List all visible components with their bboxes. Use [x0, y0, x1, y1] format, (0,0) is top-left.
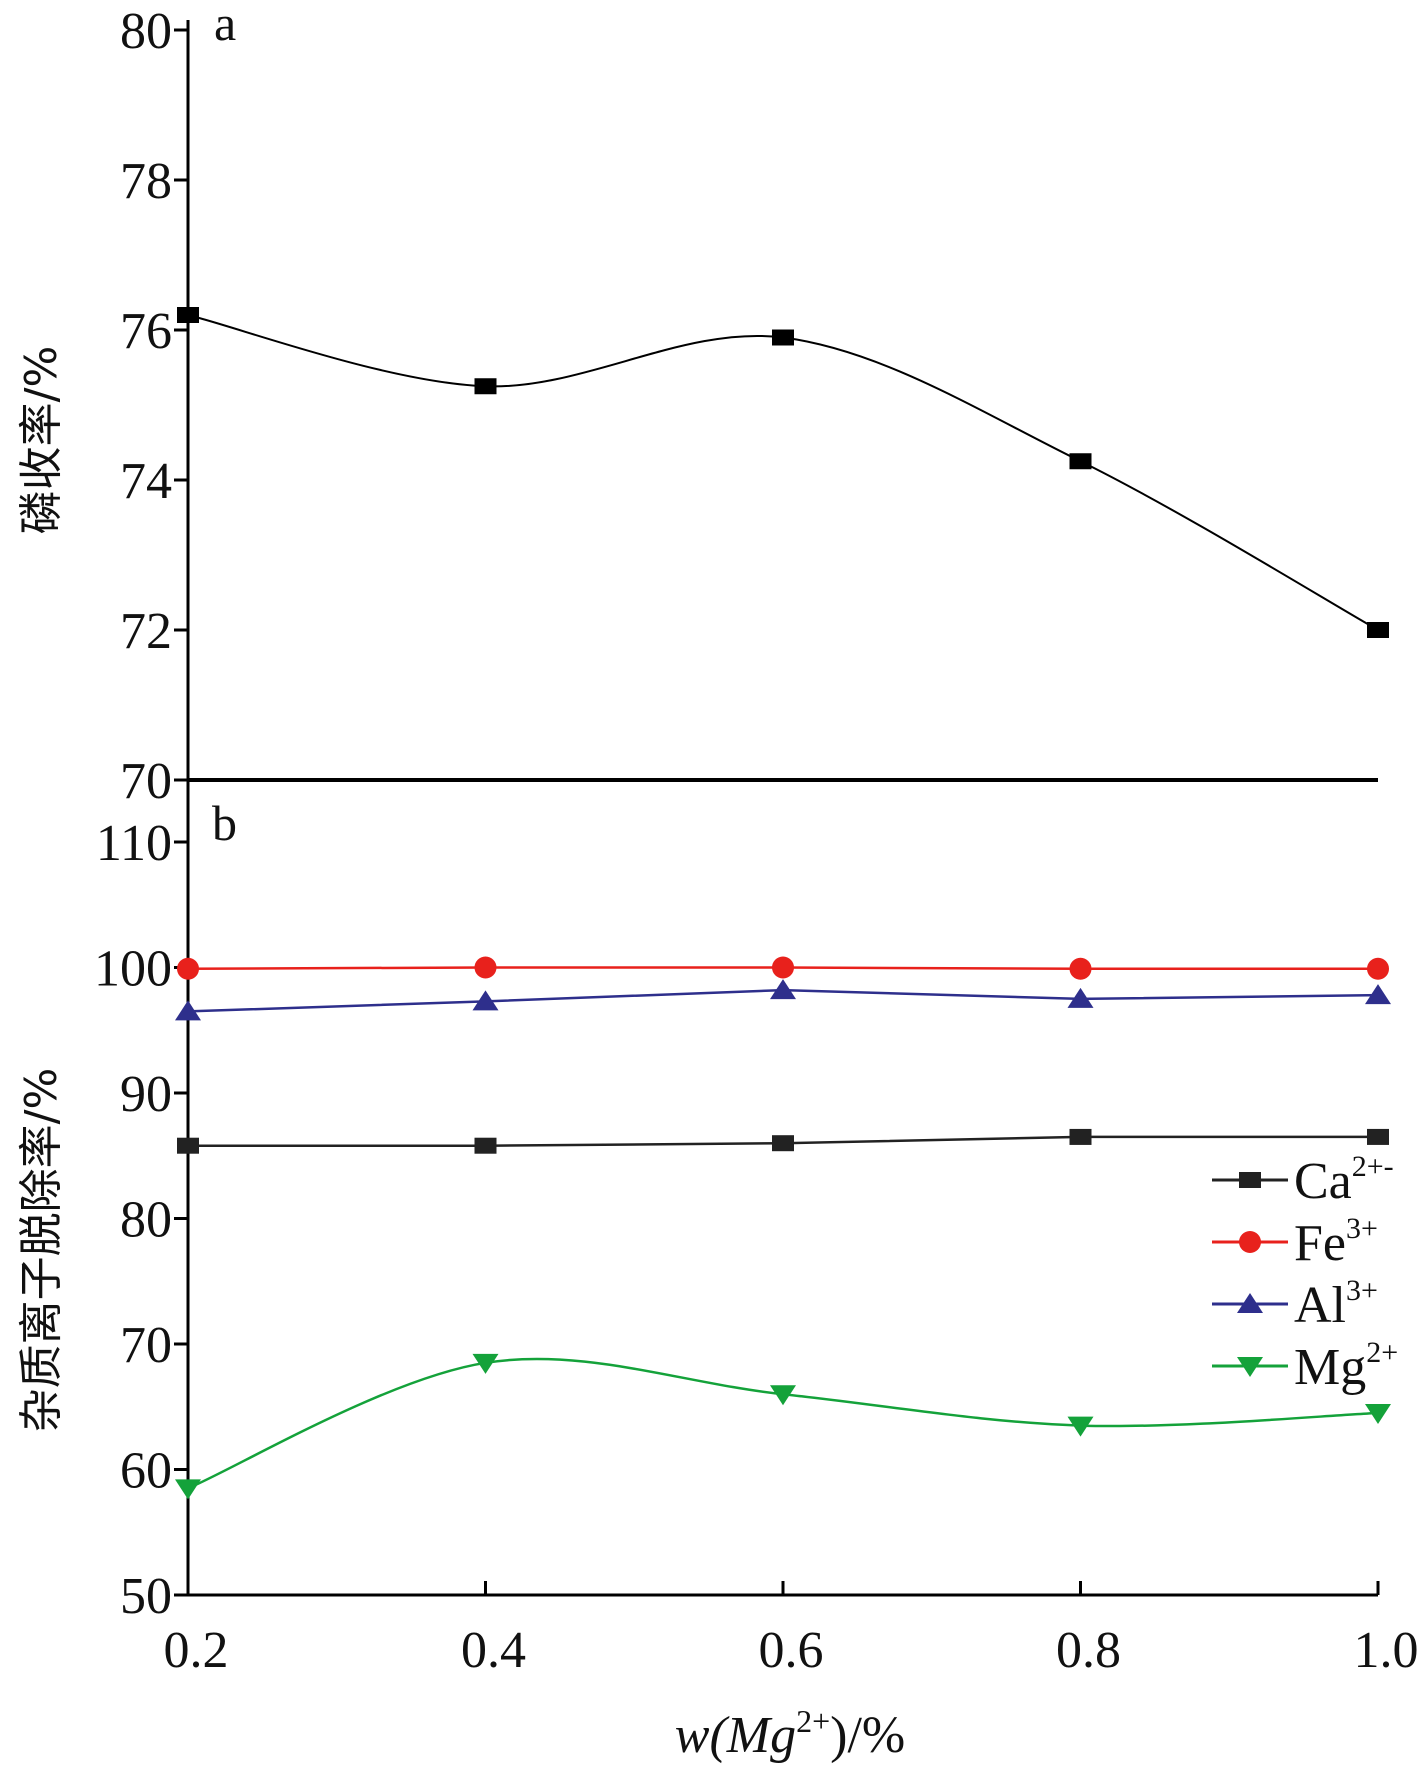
legend-marker-fe	[1239, 1231, 1261, 1253]
legend-marker-ca	[1239, 1172, 1261, 1188]
data-point-mg	[1365, 1404, 1391, 1425]
panel-b: 110 100 90 80 70 60 50 0.2 0.4 0.6 0.8 1.0 b 杂质离子脱…	[16, 780, 1417, 1764]
panel-b-y-tick-label: 80	[120, 1192, 172, 1249]
data-point-mg	[175, 1479, 201, 1500]
panel-a-points	[177, 307, 1389, 638]
panel-a-y-tick-label: 78	[120, 153, 172, 210]
panel-a-y-tick-label: 72	[120, 603, 172, 660]
x-tick-label: 0.6	[759, 1622, 824, 1679]
panel-a-data-point	[1069, 453, 1092, 470]
panel-b-y-tick-label: 50	[120, 1568, 172, 1625]
legend-marker-al	[1237, 1293, 1263, 1313]
x-tick-label: 0.8	[1056, 1622, 1121, 1679]
data-point-mg	[472, 1353, 499, 1374]
panel-a-fit-curve	[187, 314, 1379, 631]
panel-a-data-point	[474, 378, 497, 395]
panel-b-y-tick-label: 90	[120, 1066, 172, 1123]
data-point-al	[1067, 987, 1094, 1008]
panel-a-data-point	[177, 307, 199, 323]
data-point-al	[1365, 984, 1391, 1005]
data-point-al	[175, 1000, 201, 1021]
panel-a-y-tick-label: 80	[120, 3, 172, 60]
panel-b-y-axis-title: 杂质离子脱除率/%	[16, 1068, 67, 1433]
panel-a-y-ticks: 80 78 76 74 72 70	[120, 3, 188, 810]
panel-b-x-ticks: 0.2 0.4 0.6 0.8 1.0	[164, 1581, 1417, 1679]
legend-label-al: Al3+	[1294, 1274, 1378, 1334]
data-point-ca	[1069, 1128, 1092, 1145]
x-tick-label: 0.4	[461, 1622, 526, 1679]
data-point-al	[770, 979, 796, 1000]
panel-b-label: b	[212, 795, 237, 851]
data-point-ca	[177, 1137, 199, 1154]
panel-b-y-tick-label: 110	[96, 815, 172, 872]
panel-a-y-tick-label: 76	[120, 303, 172, 360]
legend: Ca2+-Fe3+Al3+Mg2+	[1212, 1150, 1398, 1396]
legend-label-mg: Mg2+	[1294, 1336, 1398, 1396]
panel-a-data-point	[772, 329, 794, 346]
data-point-mg	[770, 1385, 796, 1406]
data-point-ca	[474, 1137, 497, 1154]
panel-a-data-point	[1367, 622, 1389, 638]
x-tick-label: 1.0	[1354, 1622, 1417, 1679]
panel-a-y-tick-label: 70	[120, 753, 172, 810]
data-point-fe	[474, 956, 497, 979]
data-point-fe	[772, 956, 794, 979]
legend-label-fe: Fe3+	[1294, 1212, 1378, 1272]
data-point-ca	[1367, 1128, 1389, 1145]
legend-marker-mg	[1237, 1357, 1263, 1377]
data-point-fe	[177, 957, 199, 980]
panel-b-series	[175, 956, 1391, 1500]
panel-b-y-tick-label: 100	[94, 941, 172, 998]
panel-b-y-ticks: 110 100 90 80 70 60 50	[94, 815, 188, 1625]
data-point-mg	[1067, 1416, 1094, 1437]
x-axis-title: w(Mg2+)/%	[675, 1703, 905, 1764]
data-point-al	[472, 990, 499, 1011]
data-point-fe	[1069, 957, 1092, 980]
panel-b-y-tick-label: 70	[120, 1317, 172, 1374]
panel-a-y-axis-title: 磷收率/%	[16, 346, 67, 535]
data-point-ca	[772, 1135, 794, 1152]
panel-a-label: a	[214, 0, 236, 51]
x-tick-label: 0.2	[164, 1622, 229, 1679]
legend-label-ca: Ca2+-	[1294, 1150, 1394, 1210]
panel-b-y-tick-label: 60	[120, 1443, 172, 1500]
panel-a: 80 78 76 74 72 70 a 磷收率/%	[16, 0, 1389, 810]
data-point-fe	[1367, 957, 1389, 980]
panel-a-y-tick-label: 74	[120, 453, 172, 510]
series-line-mg	[187, 1357, 1379, 1490]
